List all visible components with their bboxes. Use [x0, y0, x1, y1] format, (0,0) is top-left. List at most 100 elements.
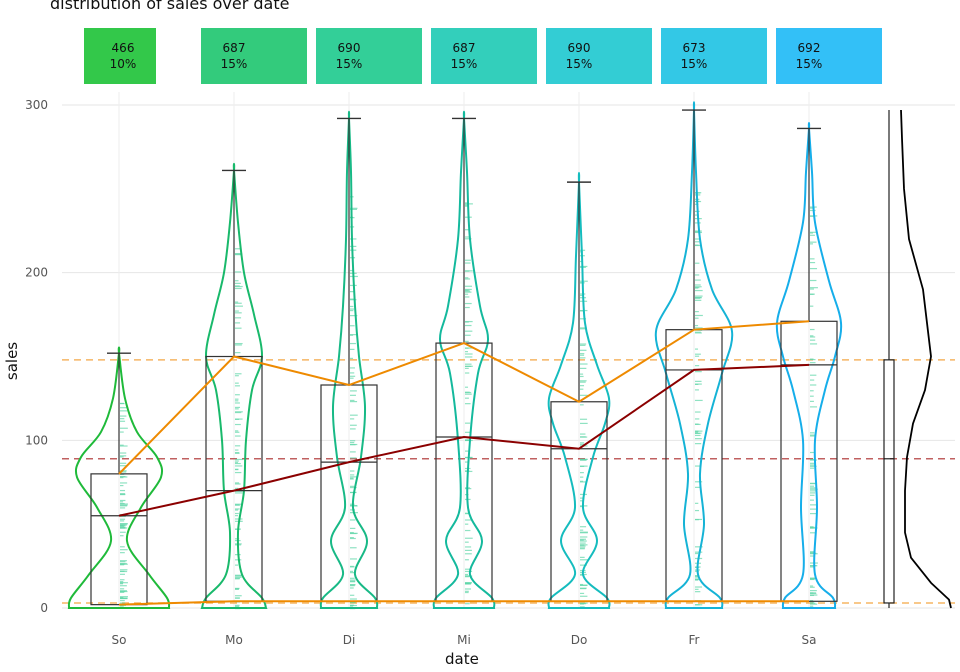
header-share-Sa: 15% [796, 57, 823, 71]
jitter-point [235, 327, 242, 329]
jitter-point [235, 587, 240, 589]
jitter-point [695, 431, 699, 433]
jitter-point [580, 375, 584, 378]
jitter-point [235, 462, 241, 465]
jitter-point [810, 566, 814, 568]
jitter-point [810, 335, 814, 337]
jitter-point [350, 375, 356, 377]
jitter-point [465, 285, 473, 287]
jitter-point [810, 241, 817, 243]
jitter-point [120, 582, 128, 584]
jitter-point [120, 560, 127, 562]
jitter-point [465, 450, 469, 452]
jitter-point [465, 372, 470, 374]
jitter-point [120, 524, 127, 526]
jitter-point [465, 576, 469, 578]
jitter-point [350, 570, 354, 572]
jitter-point [810, 465, 817, 467]
jitter-point [695, 430, 699, 432]
jitter-point [465, 367, 469, 369]
jitter-point [465, 363, 472, 365]
jitter-point [120, 484, 124, 487]
jitter-point [810, 467, 815, 469]
jitter-point [350, 519, 356, 521]
jitter-point [235, 285, 243, 288]
jitter-point [810, 459, 817, 461]
jitter-point [810, 435, 815, 437]
jitter-point [810, 494, 815, 496]
jitter-point [465, 603, 470, 605]
jitter-point [120, 410, 128, 412]
jitter-point [120, 515, 126, 518]
jitter-point [465, 296, 470, 298]
jitter-point [235, 471, 242, 474]
jitter-point [580, 357, 586, 359]
jitter-point [350, 451, 356, 453]
jitter-point [810, 379, 815, 381]
jitter-point [580, 497, 585, 499]
jitter-point [465, 238, 472, 240]
jitter-point [120, 570, 125, 573]
jitter-point [235, 482, 240, 484]
jitter-point [695, 481, 703, 483]
jitter-point [580, 476, 584, 478]
jitter-point [235, 285, 240, 287]
jitter-point [465, 229, 471, 231]
jitter-point [120, 579, 125, 581]
jitter-point [235, 449, 239, 451]
jitter-point [695, 314, 703, 317]
jitter-point [350, 428, 356, 430]
jitter-point [465, 270, 470, 272]
jitter-point [120, 477, 124, 479]
jitter-point [695, 262, 700, 264]
jitter-point [810, 374, 817, 376]
jitter-point [120, 507, 126, 509]
jitter-point [120, 455, 127, 457]
jitter-point [580, 388, 584, 390]
jitter-point [465, 422, 471, 424]
jitter-point [810, 577, 816, 579]
jitter-point [120, 573, 125, 575]
jitter-point [465, 549, 472, 551]
jitter-point [580, 583, 584, 586]
jitter-point [465, 590, 469, 592]
jitter-point [235, 317, 242, 319]
jitter-point [350, 334, 354, 336]
jitter-point [350, 325, 355, 327]
jitter-point [120, 525, 125, 528]
jitter-point [580, 587, 587, 589]
jitter-point [580, 505, 584, 508]
jitter-point [465, 291, 472, 293]
jitter-point [465, 324, 472, 327]
jitter-point [350, 443, 358, 446]
jitter-point [465, 431, 471, 433]
jitter-point [235, 468, 239, 470]
jitter-point [235, 465, 243, 467]
jitter-point [695, 588, 699, 590]
jitter-point [465, 537, 473, 539]
jitter-point [350, 531, 354, 534]
jitter-point [810, 499, 814, 501]
jitter-point [350, 572, 355, 574]
jitter-point [120, 518, 126, 520]
jitter-point [580, 548, 585, 550]
jitter-point [465, 277, 469, 279]
jitter-point [465, 236, 471, 238]
jitter-point [120, 597, 128, 600]
jitter-point [580, 433, 586, 435]
jitter-point [695, 332, 702, 334]
jitter-point [580, 380, 587, 382]
jitter-point [810, 464, 815, 466]
jitter-point [465, 519, 473, 521]
jitter-point [810, 451, 815, 454]
jitter-point [465, 386, 469, 388]
jitter-point [235, 322, 241, 324]
jitter-point [580, 328, 587, 330]
jitter-point [695, 578, 700, 580]
jitter-point [235, 282, 241, 284]
jitter-point [810, 231, 818, 233]
jitter-point [810, 602, 816, 604]
header-share-So: 10% [110, 57, 137, 71]
jitter-point [810, 482, 816, 484]
header-box-Fr [661, 28, 767, 84]
